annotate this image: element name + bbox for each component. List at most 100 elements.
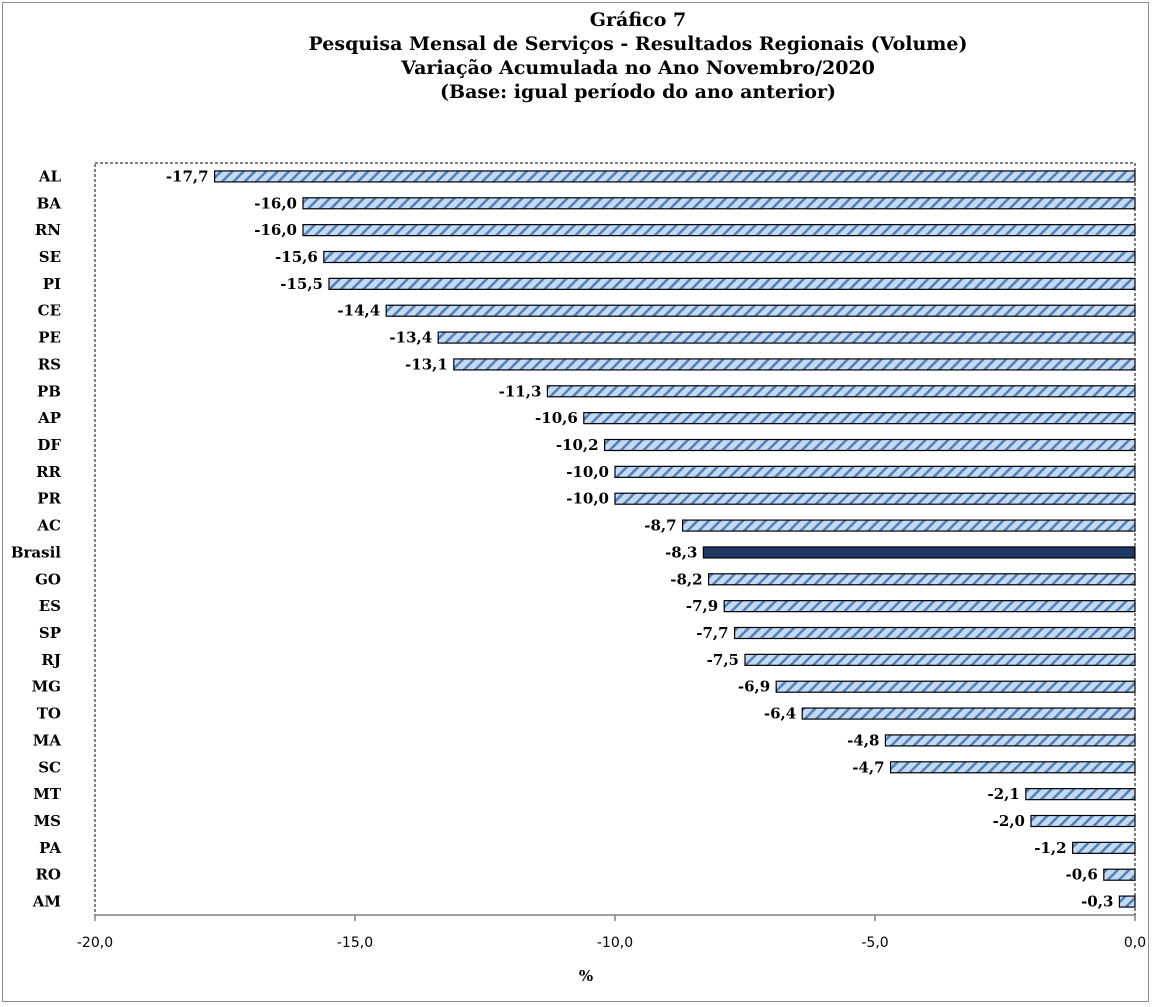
title-line-3: Variação Acumulada no Ano Novembro/2020 [400, 57, 875, 79]
value-label-pe: -13,4 [389, 329, 432, 347]
bar-ap [583, 412, 1136, 425]
bar-sc [889, 761, 1136, 774]
bar-al [214, 170, 1136, 183]
category-label-sc: SC [38, 758, 61, 776]
value-label-brasil: -8,3 [665, 543, 697, 561]
value-label-am: -0,3 [1081, 893, 1113, 911]
x-tick-label-3: -5,0 [861, 935, 888, 951]
value-label-ba: -16,0 [254, 194, 297, 212]
x-tick-label-0: -20,0 [77, 935, 113, 951]
bar-brasil [702, 546, 1136, 559]
category-label-se: SE [39, 248, 61, 266]
category-label-ce: CE [38, 302, 61, 320]
x-axis-title: % [579, 967, 593, 985]
value-label-sc: -4,7 [852, 758, 884, 776]
bar-rs [453, 358, 1136, 371]
category-label-brasil: Brasil [11, 543, 61, 561]
category-label-ro: RO [35, 866, 61, 884]
category-label-mt: MT [33, 785, 62, 803]
value-label-al: -17,7 [166, 167, 209, 185]
title-line-2: Pesquisa Mensal de Serviços - Resultados… [309, 33, 968, 55]
category-label-ac: AC [36, 517, 61, 535]
bar-pb [546, 385, 1136, 398]
value-label-ce: -14,4 [337, 302, 380, 320]
value-label-rn: -16,0 [254, 221, 297, 239]
value-label-mg: -6,9 [738, 678, 770, 696]
bar-pi [328, 277, 1136, 290]
category-label-ap: AP [37, 409, 61, 427]
value-label-pr: -10,0 [566, 490, 609, 508]
category-label-go: GO [35, 570, 61, 588]
bar-es [723, 600, 1136, 613]
value-label-mt: -2,1 [987, 785, 1019, 803]
value-label-ap: -10,6 [535, 409, 578, 427]
bars [214, 170, 1136, 908]
bar-mt [1025, 788, 1136, 801]
category-label-pi: PI [43, 275, 61, 293]
value-label-pi: -15,5 [280, 275, 323, 293]
category-label-rs: RS [38, 355, 61, 373]
value-label-pb: -11,3 [499, 382, 542, 400]
bar-pe [437, 331, 1136, 344]
category-label-rn: RN [35, 221, 61, 239]
category-label-rr: RR [36, 463, 61, 481]
bar-ro [1103, 868, 1136, 881]
category-label-pr: PR [37, 490, 61, 508]
plot-area [94, 162, 1136, 916]
bar-ms [1030, 814, 1136, 828]
bar-df [603, 438, 1136, 452]
bar-rr [614, 465, 1136, 478]
x-tick-label-1: -15,0 [337, 935, 373, 951]
category-label-pb: PB [37, 382, 61, 400]
category-label-am: AM [32, 893, 61, 911]
bar-sp [733, 626, 1136, 640]
bar-ac [681, 519, 1136, 532]
value-label-rj: -7,5 [707, 651, 739, 669]
bar-ma [884, 734, 1136, 747]
title-line-1: Gráfico 7 [590, 9, 686, 31]
value-label-rr: -10,0 [566, 463, 609, 481]
category-label-ba: BA [37, 194, 62, 212]
category-label-mg: MG [32, 678, 61, 696]
category-labels: AL BA RN SE PI CE PE RS PB AP DF RR PR AC Brasil GO ES SP… [11, 167, 62, 910]
category-label-ms: MS [34, 812, 61, 830]
value-label-ma: -4,8 [847, 731, 879, 749]
category-label-to: TO [37, 705, 61, 723]
category-label-es: ES [39, 597, 61, 615]
category-label-ma: MA [33, 731, 62, 749]
bar-pa [1071, 841, 1136, 854]
category-label-rj: RJ [41, 651, 61, 669]
value-label-rs: -13,1 [405, 355, 448, 373]
value-label-df: -10,2 [556, 436, 599, 454]
value-label-to: -6,4 [764, 705, 796, 723]
bar-to [801, 707, 1136, 720]
value-label-ro: -0,6 [1065, 866, 1097, 884]
bar-rj [744, 653, 1136, 666]
bar-rn [302, 224, 1136, 237]
bar-am [1118, 895, 1136, 908]
value-label-sp: -7,7 [696, 624, 728, 642]
bar-mg [775, 680, 1136, 693]
category-label-pa: PA [39, 839, 61, 857]
bar-ce [385, 304, 1136, 317]
value-label-se: -15,6 [275, 248, 318, 266]
title-line-4: (Base: igual período do ano anterior) [440, 81, 836, 103]
x-tick-label-4: 0,0 [1124, 935, 1146, 951]
value-label-go: -8,2 [670, 570, 702, 588]
x-tick-label-2: -10,0 [597, 935, 633, 951]
category-label-df: DF [37, 436, 61, 454]
bar-se [323, 250, 1136, 264]
value-label-pa: -1,2 [1034, 839, 1066, 857]
bar-ba [302, 197, 1136, 210]
category-label-al: AL [38, 167, 62, 185]
category-label-pe: PE [38, 329, 61, 347]
bar-pr [614, 492, 1136, 505]
value-label-es: -7,9 [686, 597, 718, 615]
value-label-ms: -2,0 [993, 812, 1025, 830]
value-label-ac: -8,7 [644, 517, 676, 535]
bar-go [707, 573, 1136, 586]
x-axis: -20,0 -15,0 -10,0 -5,0 0,0 [77, 914, 1146, 951]
